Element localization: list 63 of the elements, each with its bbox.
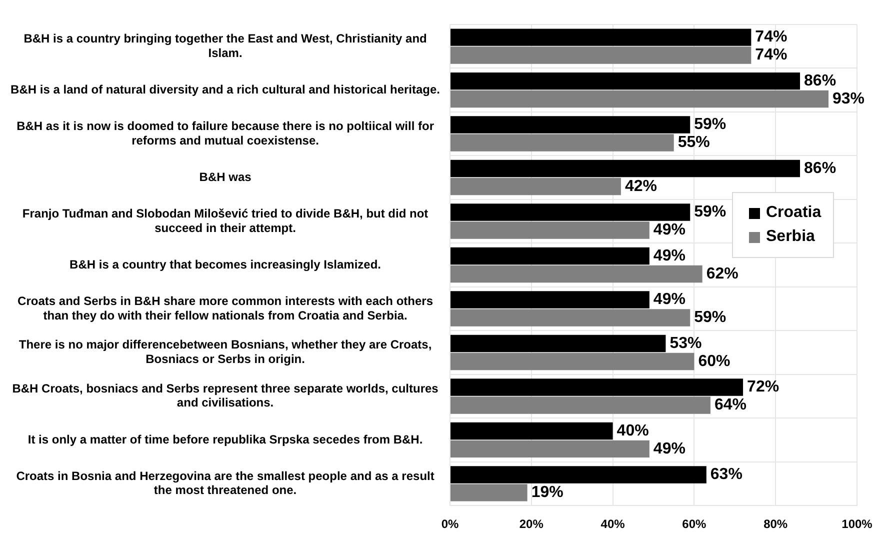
bar — [450, 116, 690, 134]
bar — [450, 204, 690, 221]
bar — [450, 396, 710, 414]
y-tick-label: B&H is a land of natural diversity and a rich cultural and historical heritage. — [10, 82, 440, 96]
y-tick-label: B&H is a country bringing together the East and West, Christianity and Islam. — [24, 31, 427, 60]
bar — [450, 222, 650, 239]
data-label: 49% — [653, 291, 686, 308]
bar — [450, 46, 752, 64]
data-label: 74% — [755, 28, 788, 46]
bar — [450, 72, 800, 90]
data-label: 72% — [747, 378, 780, 396]
x-tick-label: 0% — [441, 517, 459, 532]
bar — [450, 378, 744, 396]
data-label: 74% — [755, 46, 788, 64]
data-label: 64% — [714, 396, 747, 414]
y-tick-label: Franjo Tuđman and Slobodan Milošević tried to divide B&H, but did not succeed in their attempt. — [22, 206, 428, 235]
y-tick-label: There is no major differencebetween Bosnians, whether they are Croats, Bosniacs or Serbs in origin. — [18, 338, 432, 366]
y-tick-label: B&H Croats, bosniacs and Serbs represent three separate worlds, cultures and civilisations. — [12, 381, 439, 410]
bar — [450, 28, 752, 46]
bar — [450, 466, 706, 484]
data-label: 49% — [653, 222, 686, 239]
y-tick-label: Croats and Serbs in B&H share more common interests with each others than they do with their fellow nationals from Croatia and Serbia. — [18, 294, 434, 322]
data-label: 63% — [710, 466, 742, 484]
data-label: 40% — [616, 422, 649, 440]
bar — [450, 291, 650, 308]
data-label: 49% — [653, 247, 686, 264]
y-tick-label: B&H is a country that becomes increasingly Islamized. — [70, 257, 381, 272]
x-tick-label: 80% — [764, 517, 788, 532]
data-label: 86% — [804, 72, 836, 90]
data-label: 53% — [670, 334, 702, 352]
bar — [450, 422, 613, 440]
bar — [450, 440, 650, 458]
data-label: 59% — [694, 116, 726, 134]
x-tick-label: 20% — [519, 517, 544, 532]
data-label: 59% — [694, 309, 726, 326]
y-tick-label: B&H was — [199, 170, 252, 184]
x-tick-label: 40% — [600, 517, 626, 532]
y-tick-label: B&H as it is now is doomed to failure because there is no poltiical will for reforms and mutual coexistense. — [16, 118, 434, 148]
data-label: 60% — [698, 352, 730, 370]
bar — [450, 334, 666, 352]
data-label: 59% — [694, 204, 726, 221]
y-tick-label: It is only a matter of time before republika Srpska secedes from B&H. — [28, 432, 423, 446]
bar — [450, 90, 829, 108]
x-tick-label: 60% — [682, 517, 707, 532]
bar — [450, 309, 690, 326]
bar — [450, 160, 800, 178]
y-tick-label: Croats in Bosnia and Herzegovina are the smallest people and as a result the most threatened one. — [16, 468, 434, 498]
data-label: 55% — [678, 134, 710, 152]
x-tick-label: 100% — [842, 517, 873, 532]
data-label: 49% — [653, 440, 686, 458]
legend-label: Serbia — [766, 228, 815, 246]
bar — [450, 484, 528, 502]
legend-label: Croatia — [766, 204, 822, 222]
data-label: 42% — [624, 178, 657, 195]
bar — [450, 352, 694, 370]
bar — [450, 247, 650, 265]
data-label: 86% — [804, 160, 836, 177]
data-label: 93% — [832, 90, 865, 108]
data-label: 19% — [531, 484, 564, 502]
data-label: 62% — [706, 265, 738, 282]
bar — [450, 178, 621, 196]
bar — [450, 265, 702, 283]
bar — [450, 134, 674, 152]
